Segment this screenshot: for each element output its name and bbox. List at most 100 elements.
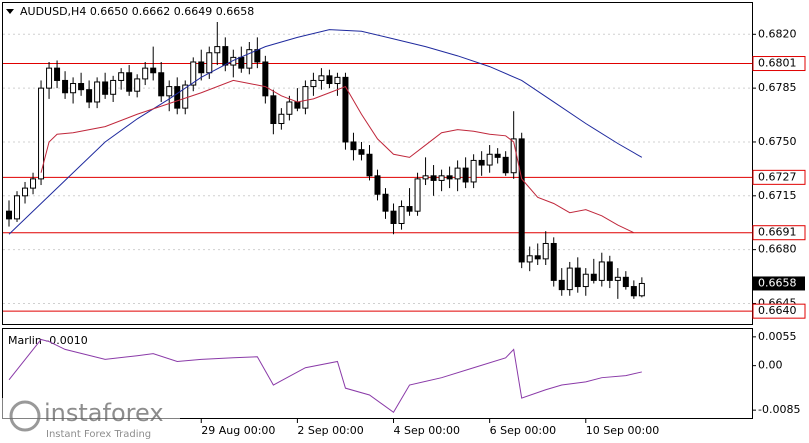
candle-body [382, 193, 389, 212]
level-label: 0.6727 [758, 170, 797, 183]
candle-body [486, 153, 493, 166]
candle-body [54, 67, 61, 81]
y-tick-label: 0.6785 [758, 81, 797, 94]
last-price-box [753, 276, 805, 291]
candle-body [102, 81, 109, 95]
candle-body [622, 276, 629, 288]
candle-body [518, 138, 525, 263]
x-tick-label: 4 Sep 00:00 [394, 424, 460, 437]
candle-body [110, 79, 117, 95]
candle-body [214, 46, 221, 54]
last-price-label: 0.6658 [758, 276, 797, 289]
level-label-box [752, 225, 806, 241]
candle-body [638, 282, 645, 297]
candle-body [350, 141, 357, 151]
y-tick-label: 0.6750 [758, 135, 797, 148]
candle-body [574, 267, 581, 288]
candle-body [262, 61, 269, 97]
candle-body [182, 84, 189, 109]
candle-body [150, 67, 157, 74]
candle-body [222, 46, 229, 66]
candle-body [598, 261, 605, 281]
candle-body [278, 113, 285, 125]
candle-body [118, 72, 125, 81]
candle-body [470, 159, 477, 183]
candle-body [22, 187, 29, 197]
chart-title: AUDUSD,H4 0.6650 0.6662 0.6649 0.6658 [20, 5, 254, 18]
candle-body [430, 175, 437, 181]
candle-body [342, 76, 349, 143]
level-label-box [752, 169, 806, 185]
candle-body [366, 153, 373, 177]
candle-body [62, 79, 69, 94]
watermark-logo [9, 400, 41, 432]
x-tick-label: 10 Sep 00:00 [586, 424, 659, 437]
candle-body [582, 273, 589, 288]
candle-body [310, 79, 317, 88]
candle-body [174, 86, 181, 109]
candle-body [94, 81, 101, 103]
candle-body [46, 67, 53, 89]
candle-body [494, 153, 501, 158]
oscillator-label: Marlin -0.0010 [8, 334, 88, 347]
level-label: 0.6640 [758, 304, 797, 317]
candle-body [318, 75, 325, 81]
y-tick-label: 0.6680 [758, 243, 797, 256]
candle-body [158, 72, 165, 97]
candle-body [70, 83, 77, 94]
candle-body [206, 52, 213, 74]
candle-body [126, 72, 133, 92]
candle-body [398, 206, 405, 224]
candle-body [302, 86, 309, 109]
watermark-brand: instaforex [44, 399, 164, 427]
oscillator-tick-label: 0.00 [758, 359, 783, 372]
candle-body [390, 210, 397, 224]
candle-body [86, 89, 93, 103]
candle-body [246, 49, 253, 69]
candle-body [134, 78, 141, 92]
candle-body [406, 206, 413, 212]
candle-body [270, 95, 277, 125]
candle-body [198, 61, 205, 74]
oscillator-line [8, 338, 642, 413]
y-tick-label: 0.6715 [758, 189, 797, 202]
candle-body [462, 167, 469, 183]
level-label: 0.6691 [758, 226, 797, 239]
candle-body [566, 267, 573, 291]
watermark-tagline: Instant Forex Trading [46, 429, 151, 440]
moving-average [40, 79, 635, 234]
candle-body [294, 101, 301, 109]
candle-body [454, 167, 461, 180]
candle-body [142, 67, 149, 80]
candle-body [14, 195, 21, 220]
main-panel [2, 2, 753, 325]
candle-body [166, 86, 173, 97]
level-label-box [752, 303, 806, 319]
candle-body [526, 255, 533, 263]
candle-body [606, 261, 613, 281]
x-tick-label: 29 Aug 00:00 [201, 424, 275, 437]
candle-body [478, 159, 485, 166]
candle-body [558, 279, 565, 291]
level-label-box [752, 56, 806, 72]
candle-body [30, 178, 37, 189]
candle-body [286, 101, 293, 115]
x-tick-label: 6 Sep 00:00 [490, 424, 556, 437]
candle-body [438, 175, 445, 181]
candle-body [550, 242, 557, 281]
candle-body [254, 49, 261, 63]
x-tick-label: 2 Sep 00:00 [297, 424, 363, 437]
candle-body [78, 83, 85, 91]
y-tick-label: 0.6820 [758, 27, 797, 40]
candle-body [326, 75, 333, 85]
candle-body [502, 156, 509, 174]
candle-body [38, 87, 45, 180]
oscillator-tick-label: -0.0085 [758, 403, 800, 416]
candle-body [534, 255, 541, 260]
candle-body [542, 242, 549, 260]
candle-body [190, 61, 197, 86]
candle-body [446, 175, 453, 180]
oscillator-tick-label: 0.0055 [758, 330, 797, 343]
candle-body [590, 273, 597, 281]
